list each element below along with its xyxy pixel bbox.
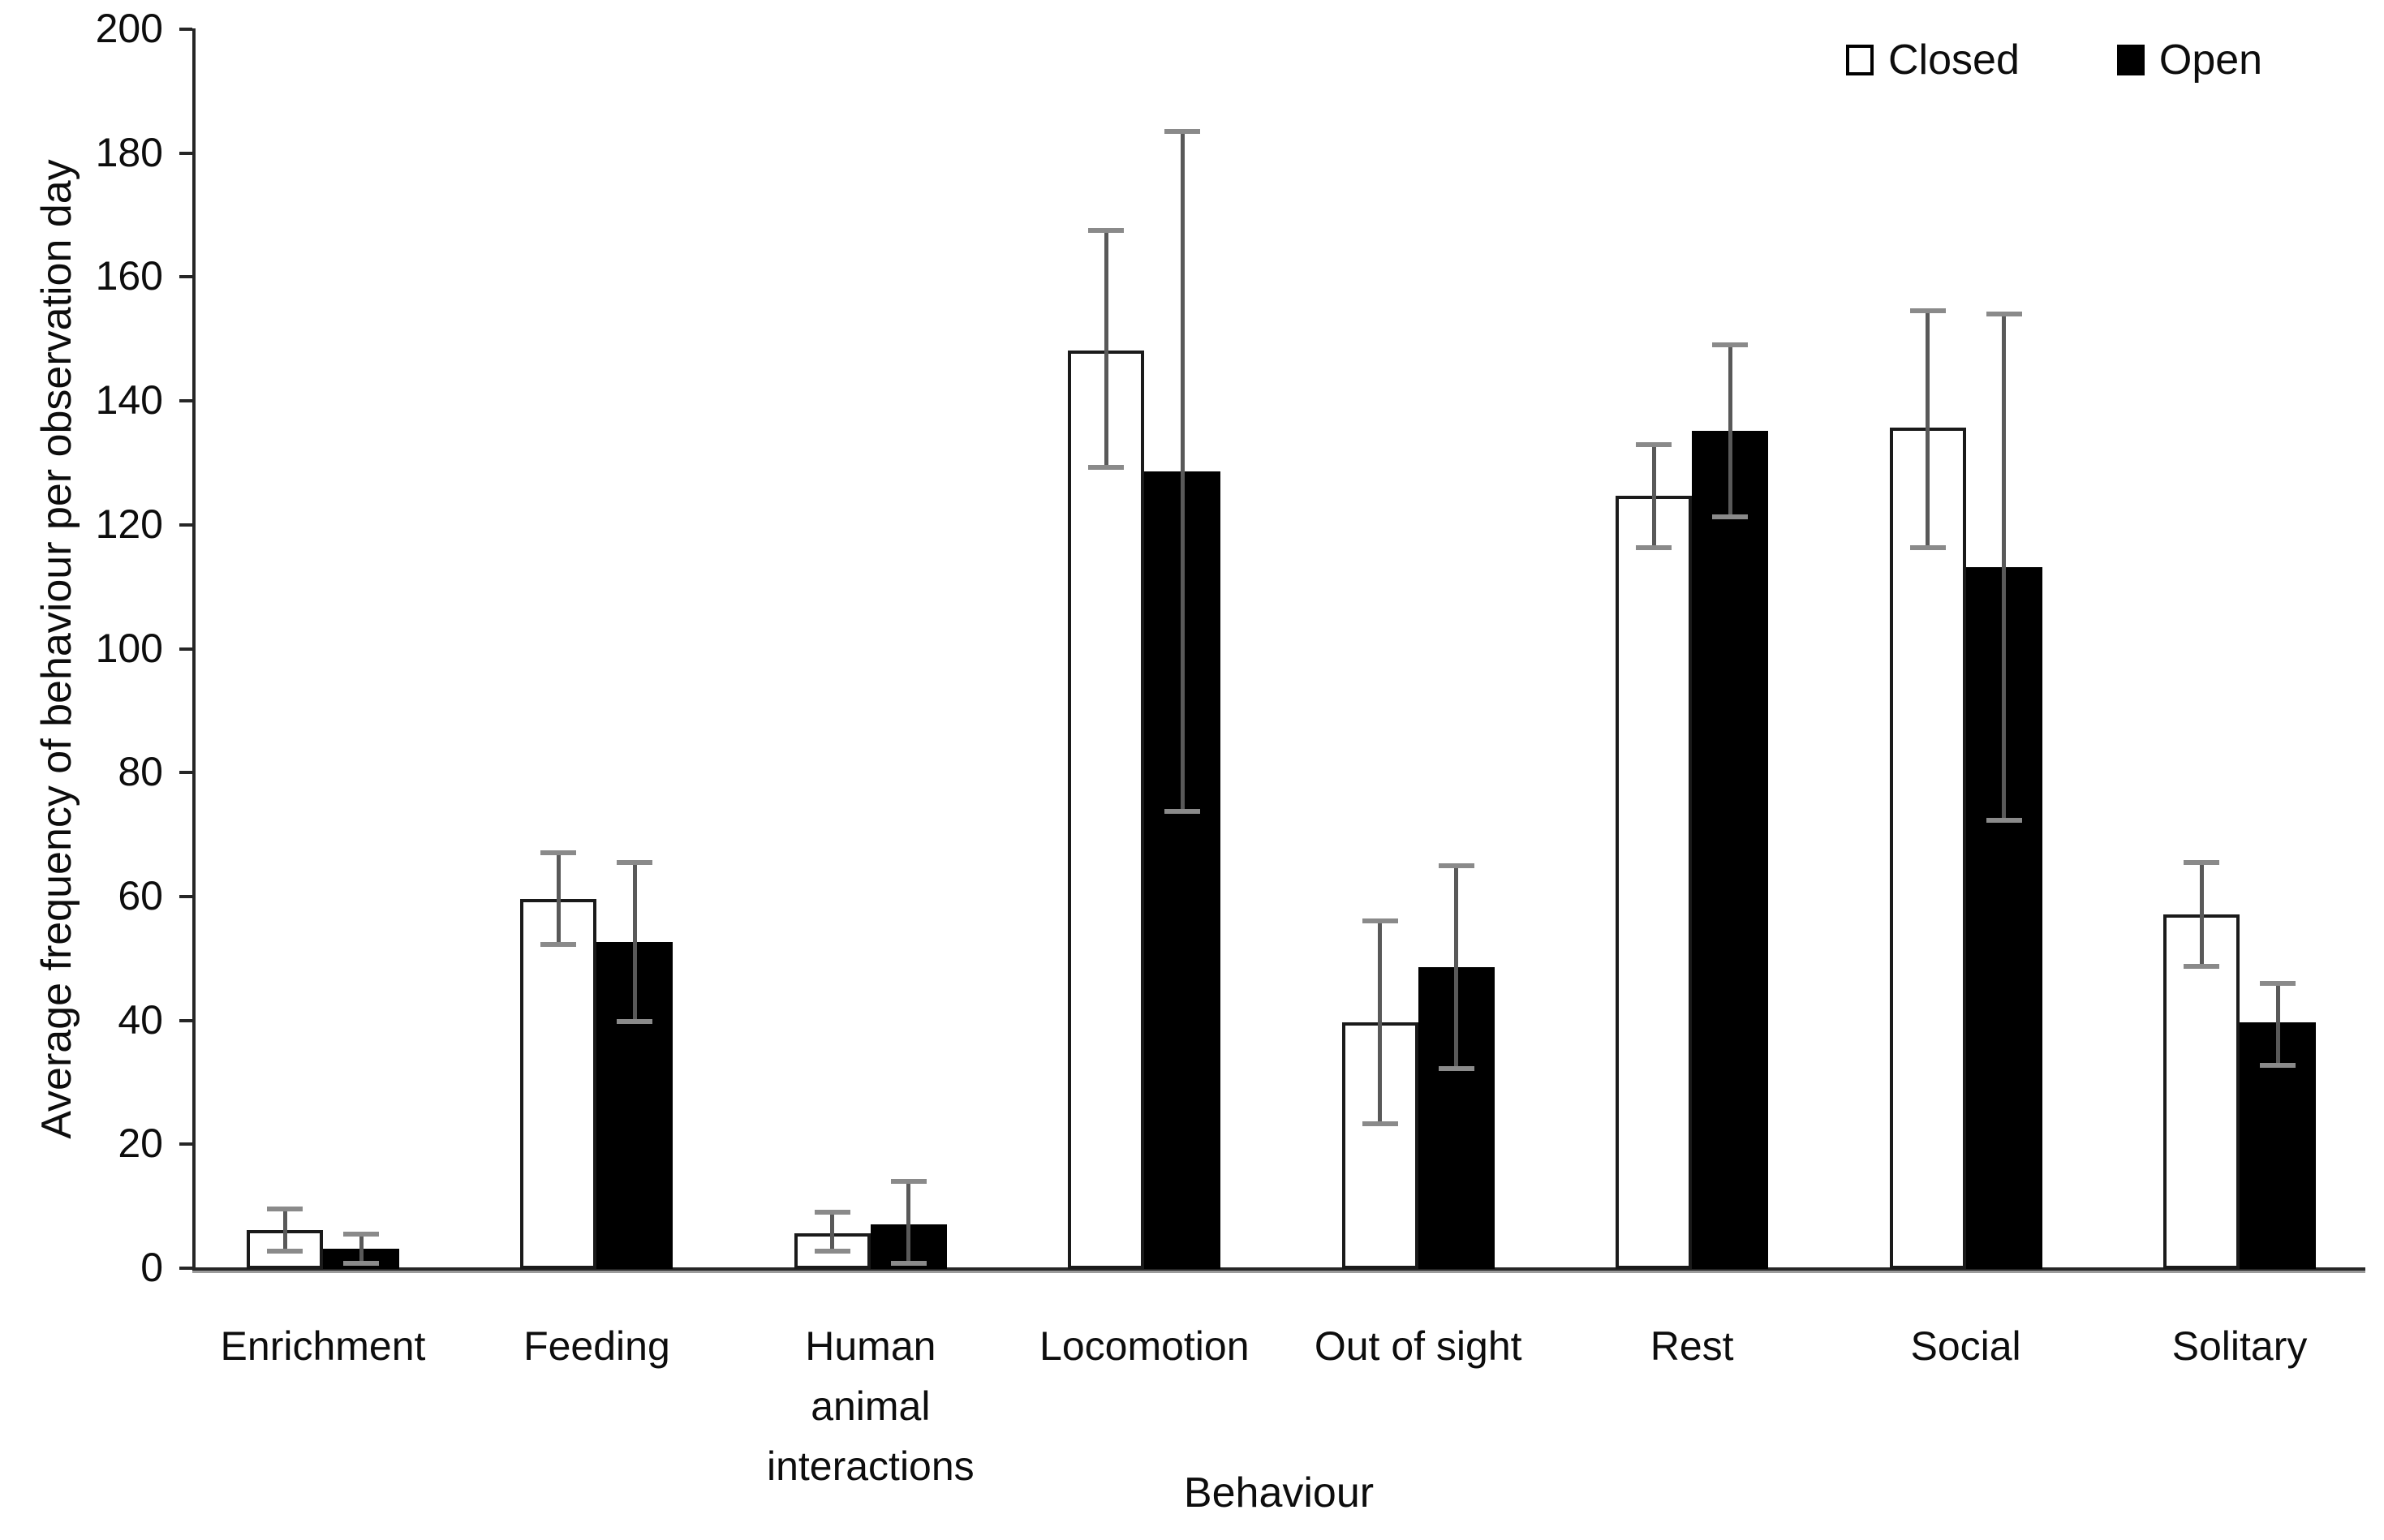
legend-label-closed: Closed	[1888, 37, 2020, 84]
error-cap-top-closed-rest	[1636, 441, 1672, 447]
error-cap-top-open-solitary	[2260, 980, 2296, 986]
bar-closed-solitary	[2163, 914, 2240, 1269]
error-cap-top-closed-human-animal-interactions	[814, 1210, 850, 1215]
error-cap-top-open-social	[1986, 312, 2022, 317]
error-bar-closed-rest	[1651, 443, 1656, 549]
error-bar-open-social	[2002, 313, 2007, 822]
legend-label-open: Open	[2158, 37, 2263, 84]
error-cap-bottom-open-human-animal-interactions	[890, 1261, 927, 1267]
category-label-locomotion: Locomotion	[1039, 1323, 1250, 1369]
error-bar-closed-out-of-sight	[1378, 920, 1383, 1125]
error-bar-closed-solitary	[2199, 861, 2204, 967]
error-cap-bottom-open-rest	[1712, 514, 1749, 520]
x-axis-title: Behaviour	[1183, 1469, 1375, 1516]
error-cap-bottom-closed-human-animal-interactions	[814, 1248, 850, 1254]
error-cap-bottom-open-feeding	[617, 1019, 653, 1025]
legend-item-open: Open	[2116, 37, 2263, 84]
error-cap-top-open-human-animal-interactions	[890, 1179, 927, 1185]
error-cap-bottom-closed-locomotion	[1088, 465, 1125, 471]
y-tick-label: 100	[95, 625, 163, 671]
bar-closed-locomotion	[1068, 351, 1145, 1269]
error-cap-bottom-open-social	[1986, 818, 2022, 824]
error-cap-bottom-open-enrichment	[343, 1261, 379, 1267]
error-cap-top-open-rest	[1712, 342, 1749, 348]
legend: Closed Open	[1846, 39, 2262, 81]
category-label-enrichment: Enrichment	[220, 1323, 426, 1369]
y-tick-mark	[179, 1142, 192, 1146]
y-tick-mark	[179, 647, 192, 651]
error-bar-open-feeding	[632, 861, 637, 1023]
error-cap-top-closed-solitary	[2184, 859, 2219, 865]
error-bar-closed-locomotion	[1104, 230, 1108, 469]
y-tick-label: 180	[95, 129, 163, 175]
category-label-solitary: Solitary	[2171, 1323, 2308, 1369]
error-cap-top-open-locomotion	[1164, 128, 1201, 134]
error-cap-top-open-feeding	[617, 859, 653, 865]
closed-series-swatch-icon	[1846, 45, 1874, 75]
error-cap-bottom-open-solitary	[2260, 1062, 2296, 1068]
error-bar-closed-feeding	[556, 852, 561, 945]
error-cap-bottom-closed-social	[1909, 545, 1946, 551]
legend-item-closed: Closed	[1846, 39, 2020, 81]
bar-closed-rest	[1616, 496, 1693, 1269]
category-label-feeding: Feeding	[523, 1323, 670, 1369]
error-cap-bottom-open-locomotion	[1164, 808, 1201, 814]
error-bar-closed-enrichment	[282, 1208, 287, 1252]
error-bar-open-out-of-sight	[1454, 864, 1459, 1069]
y-tick-mark	[179, 894, 192, 898]
error-bar-open-solitary	[2275, 982, 2280, 1066]
error-cap-bottom-closed-feeding	[540, 941, 577, 947]
y-tick-mark	[179, 28, 192, 31]
y-tick-mark	[179, 151, 192, 155]
error-bar-open-rest	[1728, 344, 1732, 518]
y-tick-mark	[179, 1018, 192, 1022]
x-axis-shadow	[192, 1271, 2365, 1273]
y-tick-mark	[179, 399, 192, 403]
category-label-out-of-sight: Out of sight	[1314, 1323, 1522, 1369]
error-cap-bottom-closed-out-of-sight	[1362, 1121, 1398, 1127]
y-axis-line	[192, 28, 196, 1271]
error-cap-top-closed-out-of-sight	[1362, 918, 1398, 924]
y-tick-label: 60	[118, 872, 163, 918]
error-cap-bottom-closed-rest	[1636, 545, 1672, 551]
error-bar-open-enrichment	[359, 1233, 364, 1265]
error-cap-top-open-out-of-sight	[1438, 862, 1474, 868]
error-bar-open-locomotion	[1180, 130, 1185, 812]
error-cap-bottom-closed-solitary	[2184, 963, 2219, 969]
error-cap-top-closed-social	[1909, 308, 1946, 314]
error-bar-open-human-animal-interactions	[906, 1181, 911, 1265]
y-tick-mark	[179, 523, 192, 527]
bar-closed-social	[1889, 428, 1966, 1269]
y-tick-mark	[179, 275, 192, 279]
error-cap-bottom-closed-enrichment	[267, 1248, 303, 1254]
y-tick-label: 200	[95, 6, 163, 51]
error-bar-closed-social	[1926, 310, 1930, 549]
error-cap-top-open-enrichment	[343, 1232, 379, 1237]
y-tick-label: 140	[95, 377, 163, 424]
category-label-human-animal-interactions: Human animal interactions	[766, 1323, 975, 1489]
bar-open-rest	[1692, 431, 1769, 1269]
y-tick-label: 160	[95, 253, 163, 299]
error-cap-top-closed-feeding	[540, 850, 577, 856]
y-tick-label: 40	[118, 996, 163, 1043]
y-tick-label: 80	[118, 749, 163, 795]
category-label-rest: Rest	[1650, 1323, 1734, 1369]
open-series-swatch-icon	[2116, 45, 2145, 75]
y-tick-mark	[179, 771, 192, 775]
error-cap-top-closed-locomotion	[1088, 228, 1125, 234]
bar-closed-feeding	[520, 898, 597, 1269]
y-tick-label: 0	[140, 1245, 163, 1290]
y-tick-label: 120	[95, 501, 163, 547]
y-tick-label: 20	[118, 1121, 163, 1167]
error-cap-bottom-open-out-of-sight	[1438, 1065, 1474, 1071]
category-label-social: Social	[1910, 1323, 2021, 1369]
bar-closed-out-of-sight	[1341, 1022, 1418, 1269]
error-bar-closed-human-animal-interactions	[830, 1211, 835, 1252]
x-axis-line	[192, 1267, 2365, 1271]
error-cap-top-closed-enrichment	[267, 1207, 303, 1212]
y-tick-mark	[179, 1267, 192, 1270]
